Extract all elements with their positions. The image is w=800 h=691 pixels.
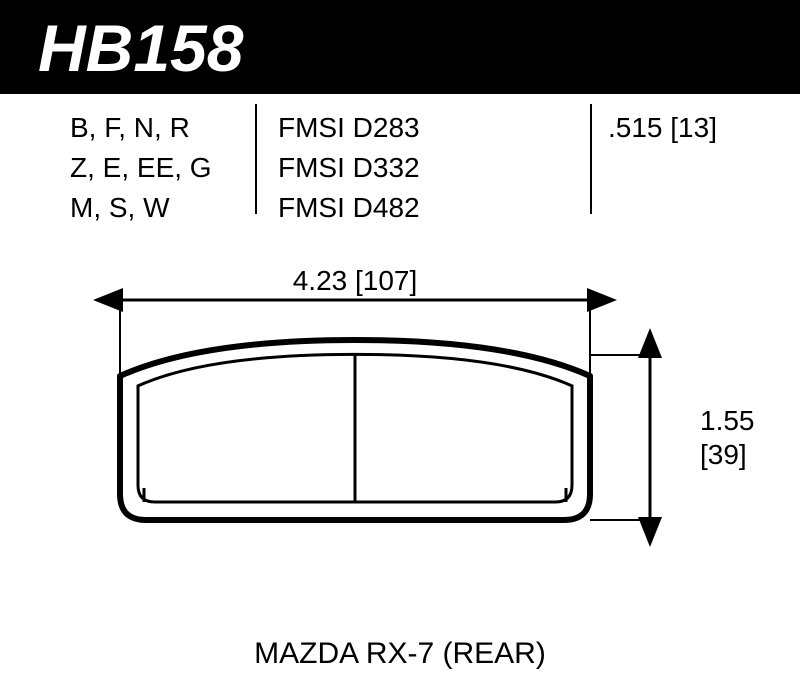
svg-text:4.23 [107]: 4.23 [107] — [293, 265, 418, 296]
svg-text:[39]: [39] — [700, 439, 747, 470]
product-label: MAZDA RX-7 (REAR) — [0, 637, 800, 671]
brake-pad-diagram: 4.23 [107] 1.55[39] — [0, 0, 800, 691]
svg-text:1.55: 1.55 — [700, 405, 755, 436]
